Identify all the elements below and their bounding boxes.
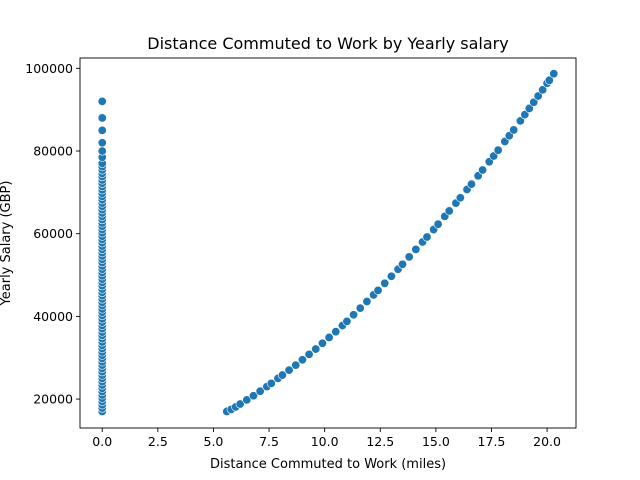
data-point: [331, 327, 341, 337]
data-points: [97, 69, 559, 416]
data-point: [520, 110, 530, 120]
data-point: [549, 69, 559, 79]
data-point: [509, 125, 519, 135]
y-tick-label: 80000: [33, 144, 73, 159]
data-point: [444, 206, 454, 216]
data-point: [373, 285, 383, 295]
data-point: [380, 278, 390, 288]
data-point: [255, 386, 265, 396]
data-point: [355, 303, 365, 313]
y-tick-label: 40000: [33, 309, 73, 324]
x-tick-label: 20.0: [533, 434, 561, 449]
data-point: [311, 344, 321, 354]
x-tick-label: 2.5: [148, 434, 168, 449]
data-point: [97, 125, 107, 135]
data-point: [493, 145, 503, 155]
x-axis-ticks: 0.0 2.5 5.0 7.5 10.0 12.5 15.0 17.5 20.0: [92, 428, 561, 449]
data-point: [515, 116, 525, 126]
data-point: [455, 193, 465, 203]
data-point: [97, 138, 107, 148]
plot-frame: [79, 57, 577, 429]
x-tick-label: 10.0: [311, 434, 339, 449]
data-point: [362, 296, 372, 306]
y-tick-label: 60000: [33, 226, 73, 241]
x-tick-label: 0.0: [92, 434, 112, 449]
data-point: [478, 165, 488, 175]
data-point: [349, 310, 359, 320]
data-point: [411, 244, 421, 254]
data-point: [466, 179, 476, 189]
data-point: [97, 113, 107, 123]
data-point: [242, 395, 252, 405]
chart-title: Distance Commuted to Work by Yearly sala…: [147, 34, 508, 53]
data-point: [97, 146, 107, 156]
data-point: [386, 271, 396, 281]
data-point: [529, 97, 539, 107]
data-point: [433, 219, 443, 229]
data-point: [538, 85, 548, 95]
data-point: [422, 232, 432, 242]
data-point: [277, 370, 287, 380]
x-tick-label: 17.5: [478, 434, 506, 449]
x-tick-label: 15.0: [422, 434, 450, 449]
data-point: [398, 259, 408, 269]
x-tick-label: 12.5: [366, 434, 394, 449]
y-axis-ticks: 20000 40000 60000 80000 100000: [25, 61, 80, 407]
data-point: [291, 360, 301, 370]
data-point: [284, 365, 294, 375]
data-point: [235, 399, 245, 409]
data-point: [342, 316, 352, 326]
data-point: [524, 103, 534, 113]
x-axis-label: Distance Commuted to Work (miles): [210, 457, 446, 472]
data-point: [324, 332, 334, 342]
data-point: [297, 355, 307, 365]
data-point: [404, 252, 414, 262]
data-point: [304, 349, 314, 359]
x-tick-label: 7.5: [259, 434, 279, 449]
x-tick-label: 5.0: [204, 434, 224, 449]
data-point: [544, 75, 554, 85]
data-point: [248, 391, 258, 401]
y-tick-label: 100000: [25, 61, 73, 76]
data-point: [266, 378, 276, 388]
y-axis-label: Yearly Salary (GBP): [0, 181, 14, 307]
y-tick-label: 20000: [33, 392, 73, 407]
data-point: [97, 96, 107, 106]
data-point: [317, 338, 327, 348]
data-point: [533, 91, 543, 101]
